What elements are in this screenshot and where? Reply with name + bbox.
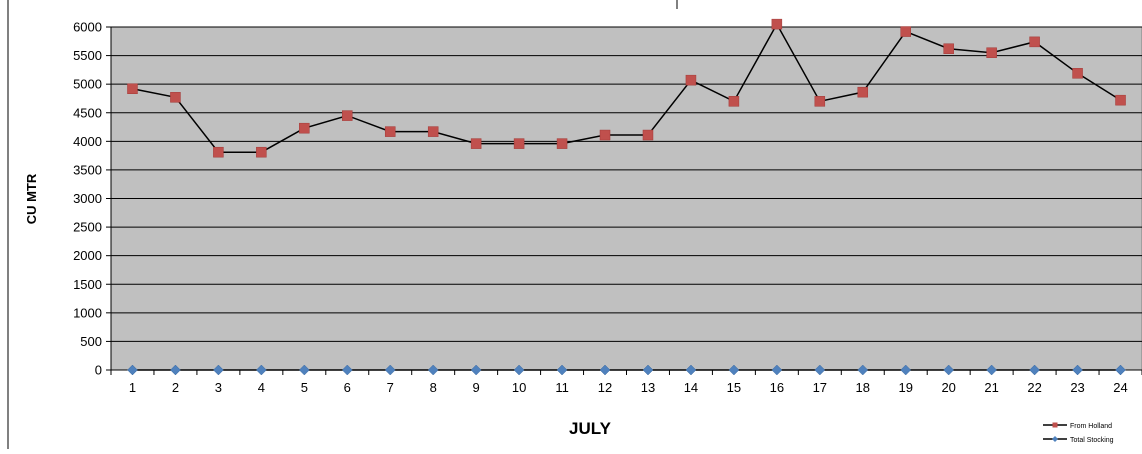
x-tick-label: 9 [473,380,480,395]
data-point-diamond-marker [298,364,310,376]
data-point-square-marker [256,146,267,158]
x-tick-label: 4 [258,380,265,395]
y-tick-label: 6000 [73,20,102,35]
data-point-square-marker [986,47,997,58]
data-point-diamond-marker [170,364,181,376]
x-tick-label: 13 [641,380,655,395]
y-tick-label: 2500 [73,220,102,235]
x-tick-label: 24 [1113,380,1127,395]
data-point-diamond-marker [771,364,783,376]
data-point-diamond-marker [857,364,869,376]
data-point-square-marker [470,138,482,149]
legend-label: From Holland [1070,423,1112,430]
y-tick-label: 3000 [73,191,102,206]
y-tick-label: 5000 [73,77,102,92]
data-point-diamond-marker [1029,364,1040,376]
legend-diamond-marker [1052,436,1058,442]
x-tick-label: 15 [727,380,741,395]
data-point-diamond-marker [470,364,482,376]
y-tick-label: 4000 [73,134,102,149]
x-axis-title: JULY [569,419,612,438]
x-tick-label: 19 [898,380,912,395]
x-tick-label: 11 [555,380,569,395]
data-point-square-marker [642,129,654,141]
y-tick-label: 2000 [73,248,102,263]
data-point-diamond-marker [1115,364,1126,376]
x-tick-label: 22 [1027,380,1041,395]
legend-label: Total Stocking [1070,437,1114,444]
x-tick-label: 16 [770,380,784,395]
series-line [132,22,1121,153]
y-tick-label: 3500 [73,162,102,177]
y-tick-label: 1000 [73,305,102,320]
data-point-square-marker [857,86,869,98]
data-point-diamond-marker [256,364,267,376]
x-tick-label: 23 [1070,380,1084,395]
x-tick-label: 18 [856,380,870,395]
data-point-square-marker [299,122,310,134]
data-point-diamond-marker [685,364,697,376]
data-point-diamond-marker [341,364,353,376]
data-point-diamond-marker [986,364,997,376]
data-point-square-marker [900,26,911,37]
data-point-square-marker [342,110,353,121]
data-point-diamond-marker [599,364,611,376]
data-point-diamond-marker [213,364,224,376]
y-tick-label: 500 [80,334,102,349]
data-point-square-marker [814,96,826,107]
x-tick-label: 21 [984,380,998,395]
x-tick-label: 5 [301,380,308,395]
data-point-square-marker [943,43,954,54]
data-point-square-marker [1029,36,1040,48]
data-point-diamond-marker [943,364,955,376]
data-point-square-marker [685,74,697,86]
x-tick-label: 10 [512,380,526,395]
x-tick-label: 20 [941,380,955,395]
data-point-square-marker [556,138,568,149]
data-point-square-marker [1072,68,1083,79]
x-tick-label: 14 [684,380,698,395]
data-point-diamond-marker [513,364,525,376]
x-tick-label: 6 [344,380,351,395]
x-tick-label: 17 [813,380,827,395]
y-tick-label: 0 [95,363,102,378]
x-tick-label: 2 [172,380,179,395]
data-point-square-marker [384,126,396,137]
data-point-square-marker [728,96,740,107]
x-tick-label: 8 [430,380,437,395]
data-point-diamond-marker [814,364,826,376]
x-tick-label: 12 [598,380,612,395]
y-tick-label: 5500 [73,48,102,63]
y-tick-label: 1500 [73,277,102,292]
data-point-diamond-marker [384,364,396,376]
data-point-diamond-marker [427,364,439,376]
data-point-square-marker [599,129,611,141]
data-point-diamond-marker [1072,364,1083,376]
data-point-square-marker [771,18,783,30]
data-point-diamond-marker [127,364,138,376]
x-tick-label: 3 [215,380,222,395]
legend-square-marker [1052,422,1058,428]
data-point-diamond-marker [642,364,654,376]
data-point-diamond-marker [556,364,568,376]
y-axis-title: CU MTR [24,173,39,224]
data-point-square-marker [513,138,525,149]
data-point-square-marker [127,83,138,94]
data-point-square-marker [213,146,224,158]
data-point-square-marker [427,126,439,137]
x-tick-label: 7 [387,380,394,395]
data-point-diamond-marker [728,364,740,376]
x-tick-label: 1 [129,380,136,395]
data-point-diamond-marker [900,364,912,376]
data-point-square-marker [170,92,181,103]
y-tick-label: 4500 [73,105,102,120]
data-point-square-marker [1115,94,1126,106]
legend: From Holland Total Stocking [1043,422,1114,444]
